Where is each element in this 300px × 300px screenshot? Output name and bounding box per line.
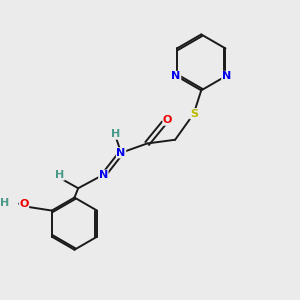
Text: N: N <box>172 71 181 81</box>
Text: N: N <box>222 71 231 81</box>
Text: S: S <box>190 109 198 119</box>
Text: N: N <box>116 148 126 158</box>
Text: O: O <box>19 199 28 209</box>
Text: H: H <box>111 129 120 139</box>
Text: H: H <box>55 170 64 180</box>
Text: N: N <box>99 170 108 180</box>
Text: O: O <box>163 115 172 125</box>
Text: H: H <box>0 198 9 208</box>
